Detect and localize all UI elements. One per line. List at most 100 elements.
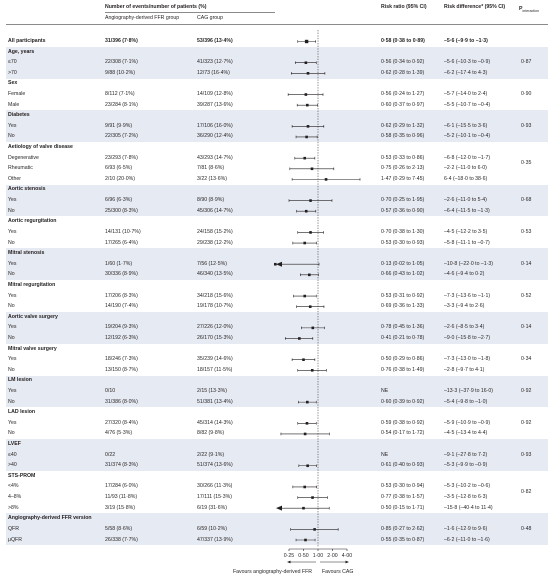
risk-ratio: 0·77 (0·38 to 1·57) [381,494,425,501]
risk-difference: –5·7 (–14·0 to 2·4) [444,91,488,98]
subgroup-heading: LM lesion [8,377,32,384]
risk-difference: –2·6 (–8·5 to 3·4) [444,324,485,331]
cag-events: 7/56 (12·5%) [197,260,227,267]
row-label: Yes [8,292,17,299]
row-label: ≤70 [8,59,17,66]
row-label: Yes [8,122,17,129]
risk-ratio: 0·62 (0·28 to 1·39) [381,69,425,76]
row-label: Degenerative [8,154,39,161]
risk-difference: –13·3 (–37·9 to 16·0) [444,388,494,394]
risk-difference: –5·9 (–10·9 to –0·9) [444,419,491,426]
risk-ratio: 0·58 (0·35 to 0·96) [381,133,425,140]
risk-ratio: 0·50 (0·15 to 1·71) [381,504,425,511]
p-interaction-header: Pinteraction [519,6,540,14]
events-group-header: Number of events/number of patients (%) [105,4,207,10]
risk-difference: –6·4 (–11·5 to –1·3) [444,207,490,214]
point-estimate [303,294,307,298]
p-interaction-value: 0·48 [521,525,532,532]
group-band [6,184,548,217]
row-label: Rheumatic [8,165,33,172]
row-label: 4–8% [8,494,22,501]
risk-ratio: 0·75 (0·26 to 2·13) [381,165,425,172]
row-label: No [8,334,15,341]
point-estimate [306,72,310,75]
cag-events: 51/374 (13·6%) [197,462,233,469]
risk-ratio: 1·47 (0·29 to 7·45) [381,175,425,182]
row-label: Yes [8,324,17,331]
point-estimate [306,103,309,107]
cag-events: 47/337 (13·9%) [197,536,233,543]
risk-difference: –3·5 (–12·8 to 6·3) [444,494,488,501]
cag-events: 17/111 (15·3%) [197,494,232,501]
risk-difference: –5·3 (–9·9 to –0·9) [444,462,488,469]
ffr-events: 0/22 [105,451,116,458]
row-label: Yes [8,260,17,267]
cag-events: 19/178 (10·7%) [197,303,233,310]
p-interaction-value: 0·87 [521,59,532,66]
p-interaction-value: 0·93 [521,451,532,458]
risk-ratio: 0·58 (0·38 to 0·89) [381,38,425,44]
ffr-events: 30/336 (8·9%) [105,271,138,278]
p-interaction-value: 0·92 [521,388,532,394]
point-estimate [309,199,312,202]
subgroup-heading: Sex [8,80,18,87]
row-label: Male [8,101,20,108]
risk-ratio: 0·60 (0·39 to 0·92) [381,398,425,405]
risk-ratio: 0·70 (0·38 to 1·30) [381,228,425,235]
point-estimate [305,422,309,425]
risk-ratio: 0·53 (0·31 to 0·92) [381,292,425,299]
cag-events: 12/73 (16·4%) [197,69,230,76]
ffr-events: 27/320 (8·4%) [105,419,138,426]
ffr-events: 6/96 (6·3%) [105,197,133,204]
point-estimate [311,496,314,499]
cag-events: 41/323 (12·7%) [197,59,233,66]
cag-events: 6/59 (10·2%) [197,525,227,532]
ffr-events: 2/10 (20·0%) [105,175,135,182]
rr-header: Risk ratio (95% CI) [381,4,427,10]
ffr-events: 0/10 [105,388,116,394]
subgroup-heading: Angiography-derived FFR version [8,515,92,522]
ffr-events: 17/284 (6·0%) [105,483,138,490]
subgroup-heading: LVEF [8,441,21,448]
x-tick-label: 0·50 [298,553,308,559]
group-band [6,311,548,344]
risk-difference: –5·5 (–10·7 to –0·4) [444,101,491,108]
row-label: ≤40 [8,451,17,458]
point-estimate [309,231,312,234]
ffr-events: 23/293 (7·8%) [105,154,138,161]
favours-left-label: Favours angiography-derived FFR [233,569,313,575]
point-estimate [304,538,307,542]
row-label: No [8,303,15,310]
point-estimate [304,61,308,65]
risk-difference: –7·3 (–13·0 to –1·8) [444,356,491,363]
cag-events: 3/22 (13·6%) [197,175,227,182]
cag-events: 45/306 (14·7%) [197,207,233,214]
row-label: QFR [8,525,19,532]
ffr-events: 19/204 (9·3%) [105,324,138,331]
cag-events: 30/266 (11·3%) [197,483,233,490]
risk-difference: –5·6 (–9·9 to –1·3) [444,38,488,44]
ffr-events: 23/284 (8·1%) [105,101,138,108]
risk-difference: –6·2 (–17·4 to 4·3) [444,69,488,76]
ffr-events: 12/192 (6·3%) [105,334,138,341]
row-label: Yes [8,197,17,204]
cag-events: 53/396 (13·4%) [197,38,233,44]
row-label: No [8,133,15,140]
risk-ratio: 0·57 (0·36 to 0·90) [381,207,425,214]
risk-ratio: 0·53 (0·30 to 0·93) [381,239,425,246]
point-estimate [304,39,309,44]
row-label: >40 [8,462,17,469]
ffr-events: 14/131 (10·7%) [105,228,141,235]
risk-ratio: 0·76 (0·38 to 1·49) [381,366,425,373]
risk-difference: –4·5 (–13·4 to 4·4) [444,430,488,437]
point-estimate [303,156,307,160]
risk-difference: –6·8 (–12·0 to –1·7) [444,154,491,161]
p-interaction-value: 0·82 [521,488,532,495]
ffr-events: 8/112 (7·1%) [105,91,135,98]
risk-ratio: 0·56 (0·34 to 0·92) [381,59,425,66]
x-tick-label: 4·00 [342,553,352,559]
risk-difference: –3·3 (–9·4 to 2·6) [444,303,485,310]
point-estimate [308,305,312,308]
point-estimate [303,241,307,245]
cag-events: 27/226 (12·0%) [197,324,233,331]
